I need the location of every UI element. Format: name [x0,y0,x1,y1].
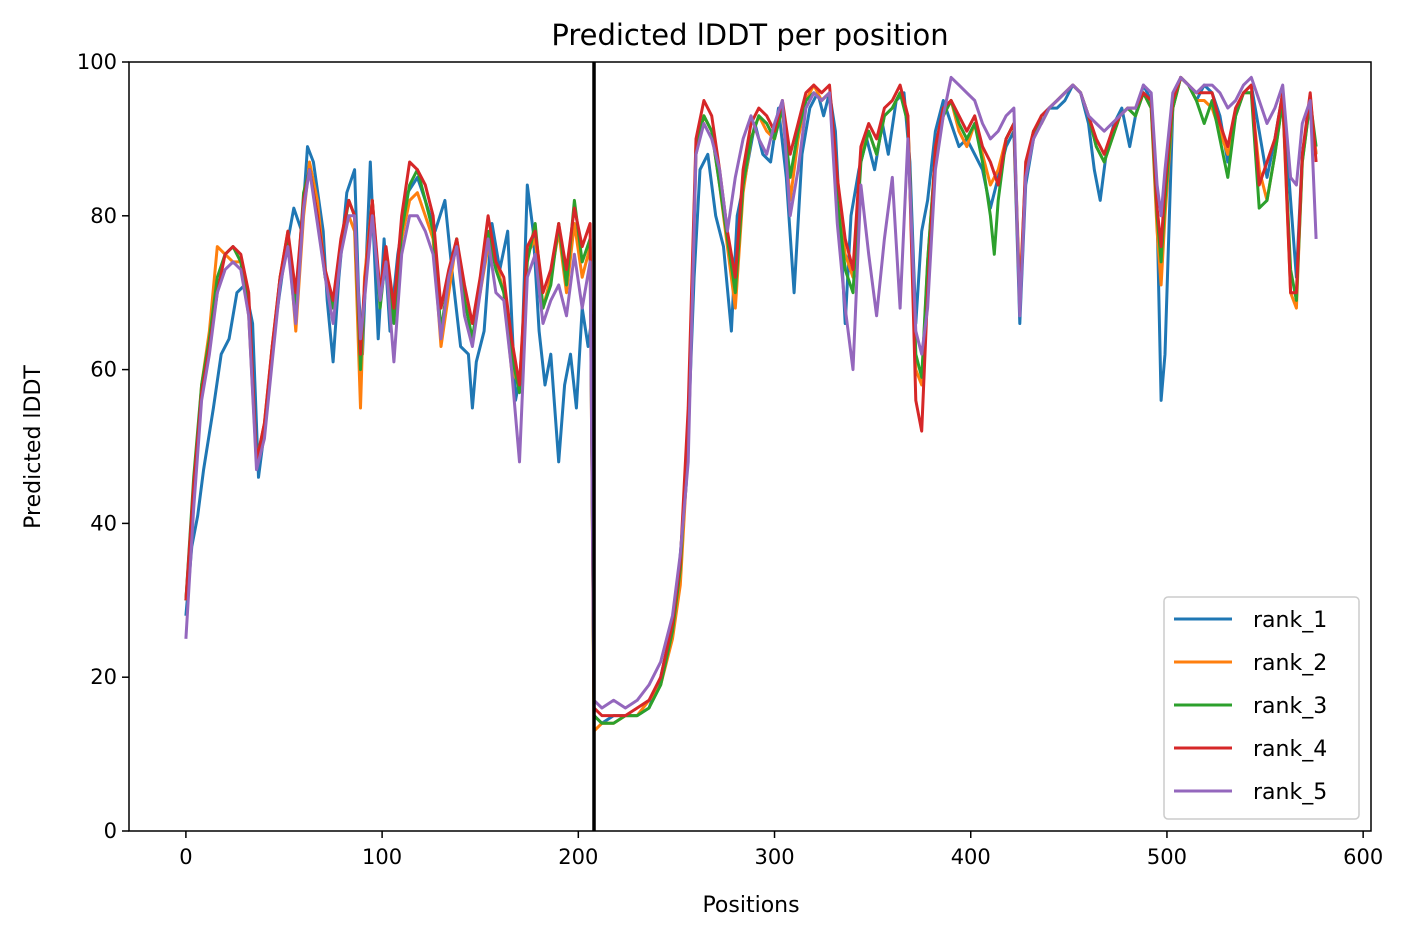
x-tick-label: 500 [1147,845,1187,869]
x-tick-label: 100 [362,845,402,869]
plot-frame [128,61,1372,832]
legend-label-rank-1: rank_1 [1253,608,1327,633]
legend-label-rank-4: rank_4 [1253,737,1327,762]
x-axis-ticks: 0 100 200 300 400 500 600 [179,831,1383,869]
x-tick-label: 0 [179,845,192,869]
series-line-rank-5 [184,75,1318,710]
x-tick-label: 300 [754,845,794,869]
legend: rank_1 rank_2 rank_3 rank_4 rank_5 [1163,596,1360,820]
y-axis-label: Predicted lDDT [21,365,46,529]
x-tick-label: 400 [951,845,991,869]
y-tick-label: 100 [77,50,117,74]
x-tick-label: 600 [1343,845,1383,869]
y-axis-ticks: 0 20 40 60 80 100 [77,50,129,843]
y-tick-label: 80 [90,204,117,228]
legend-label-rank-5: rank_5 [1253,780,1327,805]
y-tick-label: 20 [90,665,117,689]
legend-label-rank-3: rank_3 [1253,694,1327,719]
y-tick-label: 0 [104,819,117,843]
legend-frame [1163,596,1360,820]
series-lines [184,75,1318,733]
legend-label-rank-2: rank_2 [1253,651,1327,676]
chart-title: Predicted lDDT per position [551,18,948,52]
y-tick-label: 40 [90,511,117,535]
x-axis-label: Positions [702,893,799,918]
x-tick-label: 200 [558,845,598,869]
y-tick-label: 60 [90,358,117,382]
